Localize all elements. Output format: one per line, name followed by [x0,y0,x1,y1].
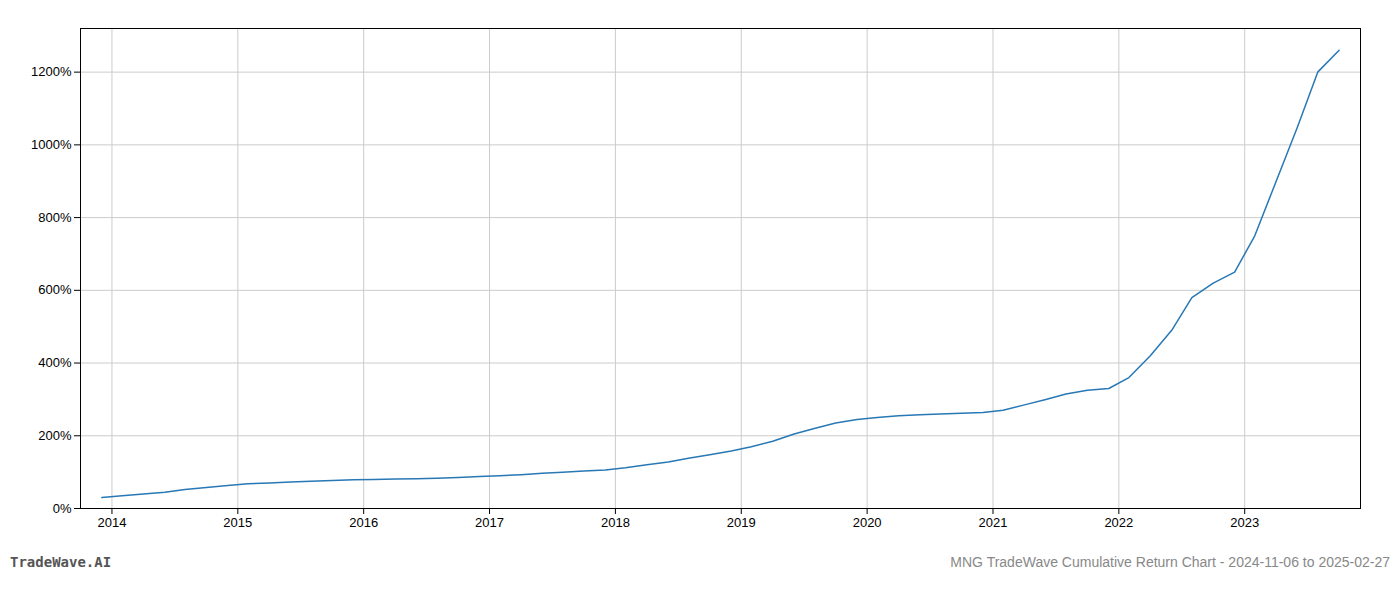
svg-text:2014: 2014 [98,515,127,530]
svg-text:2016: 2016 [349,515,378,530]
svg-text:2015: 2015 [223,515,252,530]
svg-text:2022: 2022 [1104,515,1133,530]
svg-text:0%: 0% [53,501,72,516]
svg-text:400%: 400% [38,355,72,370]
svg-text:2019: 2019 [727,515,756,530]
svg-text:800%: 800% [38,210,72,225]
svg-text:1000%: 1000% [31,137,72,152]
svg-text:2020: 2020 [853,515,882,530]
svg-text:600%: 600% [38,282,72,297]
svg-text:2018: 2018 [601,515,630,530]
svg-text:2017: 2017 [475,515,504,530]
svg-text:2023: 2023 [1230,515,1259,530]
svg-text:2021: 2021 [979,515,1008,530]
svg-text:200%: 200% [38,428,72,443]
html-text:TradeWave.AI: TradeWave.AI [10,554,112,570]
html-text:MNG TradeWave Cumulative Retur: MNG TradeWave Cumulative Return Chart - … [950,554,1390,570]
svg-text:1200%: 1200% [31,64,72,79]
